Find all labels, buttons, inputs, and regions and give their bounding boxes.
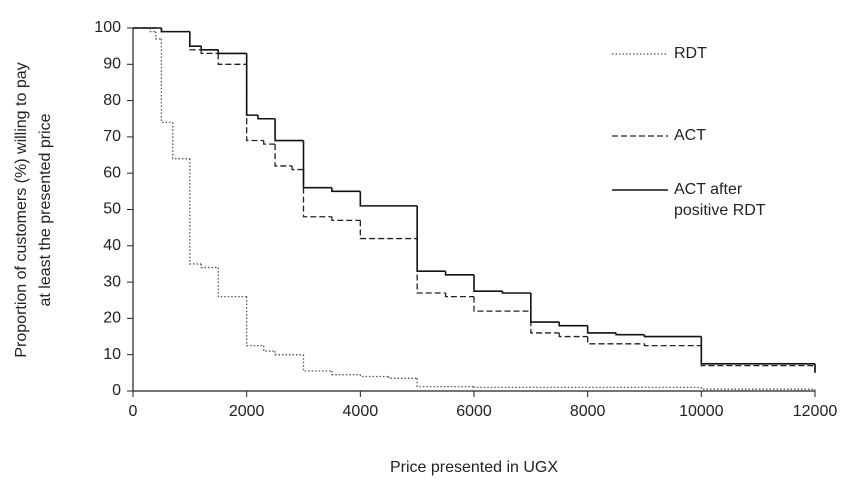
step-segment: [359, 220, 418, 240]
y-axis-label: Proportion of customers (%) willing to p…: [13, 62, 30, 357]
step-segment: [331, 216, 361, 222]
y-tick-label: 0: [112, 382, 121, 399]
step-segment: [149, 28, 156, 33]
step-segment: [172, 122, 190, 160]
x-tick-label: 12000: [793, 403, 838, 420]
step-segment: [444, 271, 474, 276]
x-tick-label: 8000: [570, 403, 606, 420]
step-segment: [331, 187, 361, 193]
y-tick-label: 40: [103, 237, 121, 254]
y-tick-label: 20: [103, 310, 121, 327]
step-segment: [246, 64, 264, 142]
y-tick-label: 80: [103, 92, 121, 109]
step-segment: [302, 169, 332, 218]
step-segment: [359, 374, 389, 378]
x-tick-label: 4000: [343, 403, 379, 420]
step-segment: [246, 296, 264, 347]
x-tick-label: 10000: [679, 403, 724, 420]
step-segment: [189, 31, 202, 47]
x-tick-label: 2000: [229, 403, 265, 420]
step-segment: [359, 191, 418, 207]
step-segment: [416, 205, 446, 273]
x-axis-label: Price presented in UGX: [390, 459, 558, 476]
step-segment: [388, 376, 418, 379]
y-tick-label: 100: [94, 19, 121, 36]
step-segment: [245, 53, 259, 116]
step-segment: [189, 158, 202, 265]
step-segment: [586, 325, 617, 334]
step-segment: [263, 345, 276, 352]
x-tick-label: 6000: [456, 403, 492, 420]
step-segment: [331, 371, 361, 376]
step-segment: [274, 144, 293, 167]
step-segment: [558, 322, 588, 327]
y-tick-label: 30: [103, 273, 121, 290]
step-segment: [558, 332, 588, 338]
step-segment: [302, 140, 332, 189]
step-segment: [200, 263, 219, 269]
y-tick-label: 90: [103, 56, 121, 73]
step-segment: [274, 118, 304, 142]
step-segment: [530, 311, 560, 334]
y-tick-label: 60: [103, 164, 121, 181]
step-segment: [700, 345, 815, 367]
step-segment: [473, 274, 503, 292]
step-segment: [274, 351, 304, 356]
y-axis-label: at least the presented price: [37, 113, 54, 306]
step-segment: [257, 115, 276, 120]
step-segment: [302, 354, 332, 372]
step-segment: [189, 31, 202, 51]
step-segment: [217, 53, 247, 65]
step-segment: [416, 378, 474, 388]
x-tick-label: 0: [129, 403, 138, 420]
step-segment: [530, 292, 560, 323]
step-segment: [160, 28, 190, 33]
step-segment: [217, 49, 247, 55]
step-segment: [416, 238, 446, 294]
step-segment: [587, 336, 645, 345]
step-segment: [263, 140, 276, 145]
step-segment: [643, 334, 702, 338]
y-tick-label: 70: [103, 128, 121, 145]
legend-label: ACT after positive RDT: [674, 181, 766, 219]
step-segment: [700, 387, 815, 390]
step-segment: [291, 165, 304, 171]
step-segment: [643, 343, 702, 347]
step-segment: [160, 38, 173, 124]
step-segment: [217, 267, 247, 298]
step-segment: [473, 386, 702, 389]
y-tick-label: 10: [103, 346, 121, 363]
step-segment: [155, 31, 162, 40]
step-segment: [444, 292, 474, 298]
step-segment: [200, 46, 219, 51]
step-segment: [615, 332, 645, 336]
step-segment: [473, 296, 531, 312]
y-tick-label: 50: [103, 201, 121, 218]
step-segment: [501, 291, 531, 294]
step-segment: [200, 49, 219, 55]
step-segment: [700, 336, 815, 365]
legend-label: ACT: [674, 127, 706, 144]
legend-label: RDT: [674, 45, 707, 62]
